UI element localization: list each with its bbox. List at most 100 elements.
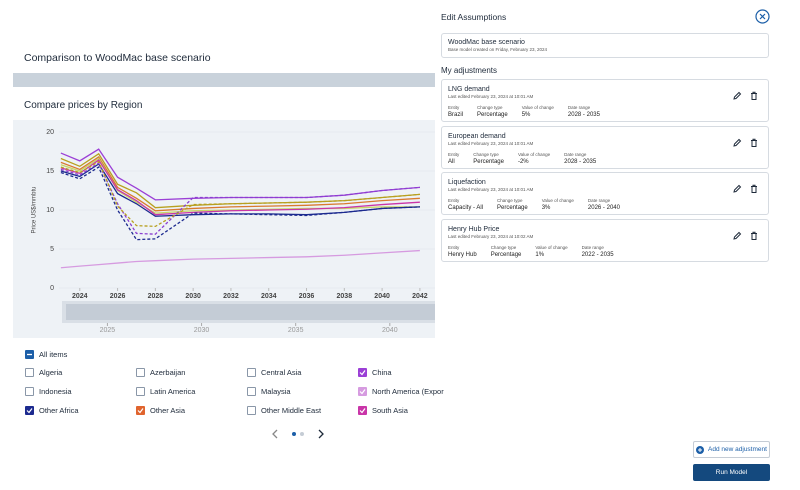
y-tick-label: 20 <box>46 129 54 136</box>
field-value: 5% <box>521 112 531 118</box>
navigator-tick-label: 2035 <box>288 327 304 334</box>
checkbox <box>25 406 34 415</box>
x-tick-label: 2030 <box>185 293 201 300</box>
checkbox-label: Algeria <box>39 368 63 377</box>
page-dot[interactable] <box>292 432 296 436</box>
checkbox-item[interactable]: Malaysia <box>247 387 291 396</box>
adjustment-edited: Last edited February 23, 2024 at 10:01 A… <box>448 140 534 146</box>
checkbox <box>358 368 367 377</box>
edit-button[interactable] <box>732 181 742 193</box>
navigator <box>62 301 435 323</box>
checkbox-label: South Asia <box>372 406 408 415</box>
x-tick-label: 2040 <box>374 293 390 300</box>
checkbox <box>247 368 256 377</box>
base-subtitle: Base model created on Friday, February 2… <box>448 47 547 52</box>
edit-button[interactable] <box>732 88 742 100</box>
field-value: 1% <box>535 251 545 258</box>
checkbox <box>136 406 145 415</box>
checkbox-item[interactable]: Latin America <box>136 387 195 396</box>
field: Entity Brazil <box>448 105 463 118</box>
series-line <box>60 249 420 269</box>
page-dot[interactable] <box>300 432 304 436</box>
x-tick-label: 2038 <box>337 293 353 300</box>
adjustment-card[interactable]: LNG demand Last edited February 23, 2024 … <box>441 79 769 122</box>
close-button[interactable] <box>755 9 770 24</box>
checkbox-item[interactable]: South Asia <box>358 406 408 415</box>
series-line <box>60 157 420 214</box>
field-value: Capacity - All <box>448 205 484 211</box>
adjustments-title: My adjustments <box>441 66 498 75</box>
navigator-tick-label: 2025 <box>100 327 116 334</box>
prev-page[interactable] <box>272 429 278 439</box>
run-model-button[interactable]: Run Model <box>693 464 770 481</box>
base-card[interactable]: WoodMac base scenario Base model created… <box>441 33 769 58</box>
x-tick-label: 2036 <box>299 293 315 300</box>
delete-button[interactable] <box>749 228 759 240</box>
field-label: Date range <box>567 105 591 110</box>
delete-button[interactable] <box>749 135 759 147</box>
adjustment-card[interactable]: Henry Hub Price Last edited February 23, … <box>441 218 769 262</box>
x-tick-label: 2032 <box>223 293 239 300</box>
navigator-tick-label: 2040 <box>382 327 398 334</box>
checkbox-item[interactable]: North America (Expor <box>358 387 444 396</box>
add-adjustment-button[interactable]: Add new adjustment <box>693 441 770 458</box>
checkbox-label: North America (Expor <box>372 387 444 396</box>
series-line <box>60 162 420 235</box>
next-page[interactable] <box>318 429 324 439</box>
adjustment-card[interactable]: European demand Last edited February 23, … <box>441 125 769 169</box>
field-value: -2% <box>517 158 529 165</box>
edit-button[interactable] <box>732 228 742 240</box>
field: Entity Capacity - All <box>448 198 483 211</box>
field-label: Value of change <box>517 151 551 157</box>
series-line <box>60 160 420 228</box>
y-tick-label: 5 <box>50 246 54 253</box>
checkbox-item[interactable]: Other Asia <box>136 406 185 415</box>
field-label: Value of change <box>521 105 554 110</box>
x-tick-label: 2034 <box>261 293 277 300</box>
adjustment-title: European demand <box>448 132 506 140</box>
checkbox-label: Other Africa <box>39 406 79 415</box>
checkbox-all[interactable]: All items <box>25 350 67 359</box>
field-label: Date range <box>564 151 587 157</box>
field-value: Henry Hub <box>448 251 477 258</box>
field-label: Entity <box>448 151 460 157</box>
field-value: All <box>448 158 455 165</box>
checkbox-label: Other Asia <box>150 406 186 415</box>
field-value: 3% <box>541 205 551 211</box>
field-value: 2026 - 2040 <box>587 205 620 211</box>
navigator-window <box>66 304 435 320</box>
checkbox <box>136 387 145 396</box>
checkbox-label: Central Asia <box>261 368 302 377</box>
field-value: 2022 - 2035 <box>581 251 614 258</box>
adjustment-edited: Last edited February 23, 2024 at 10:01 A… <box>448 187 534 192</box>
field-value: Brazil <box>448 112 464 118</box>
checkbox-item[interactable]: Algeria <box>25 368 62 377</box>
checkbox-item[interactable]: Central Asia <box>247 368 301 377</box>
checkbox-label: China <box>372 368 392 377</box>
checkbox-item[interactable]: Other Africa <box>25 406 79 415</box>
field-value: Percentage <box>490 251 522 258</box>
series-line <box>60 166 420 241</box>
field: Value of change -2% <box>518 152 550 165</box>
checkbox-label: Other Middle East <box>261 406 322 415</box>
field: Date range 2028 - 2035 <box>564 152 596 165</box>
panel-title: Edit Assumptions <box>441 12 507 22</box>
field: Date range 2026 - 2040 <box>588 198 620 211</box>
series-line <box>60 159 420 216</box>
field: Value of change 1% <box>535 245 567 258</box>
checkbox-item[interactable]: Indonesia <box>25 387 72 396</box>
checkbox-item[interactable]: Other Middle East <box>247 406 321 415</box>
edit-button[interactable] <box>732 135 742 147</box>
adjustment-card[interactable]: Liquefaction Last edited February 23, 202… <box>441 172 769 215</box>
checkbox <box>25 350 34 359</box>
series-line <box>60 152 420 209</box>
checkbox-item[interactable]: Azerbaijan <box>136 368 185 377</box>
field: Value of change 3% <box>542 198 574 211</box>
pagination <box>272 429 324 439</box>
x-tick-label: 2042 <box>412 293 428 300</box>
checkbox-item[interactable]: China <box>358 368 392 377</box>
field: Date range 2022 - 2035 <box>582 245 614 258</box>
delete-button[interactable] <box>749 181 759 193</box>
delete-button[interactable] <box>749 88 759 100</box>
